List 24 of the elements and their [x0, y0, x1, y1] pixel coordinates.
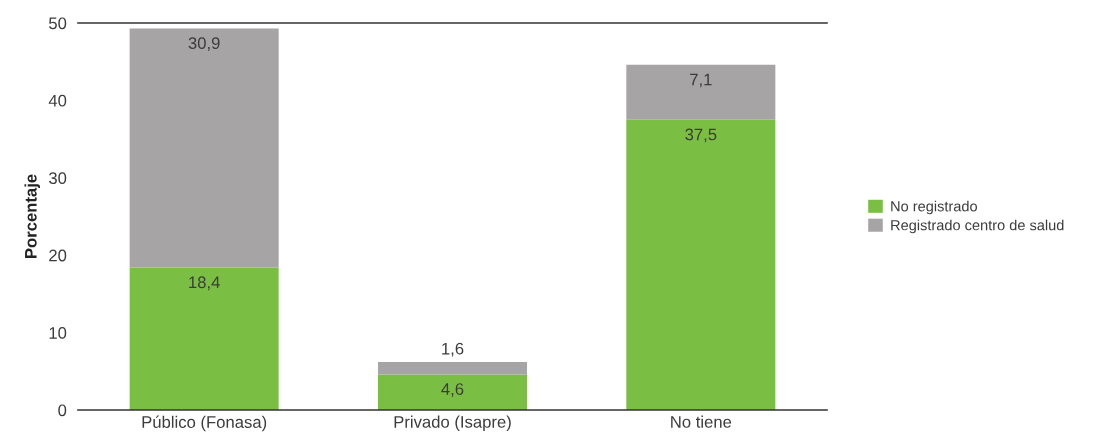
legend-label: No registrado [891, 200, 977, 215]
legend-label: Registrado centro de salud [891, 219, 1064, 234]
data-label: 37,5 [685, 128, 717, 143]
data-label: 4,6 [441, 383, 464, 397]
data-label: 18,4 [189, 276, 220, 291]
bar [129, 267, 279, 410]
x-tick-label: No tiene [671, 415, 732, 428]
bar [378, 374, 527, 410]
bar [129, 28, 279, 268]
data-label: 7,1 [690, 73, 712, 88]
y-tick-label: 50 [49, 17, 67, 30]
data-label: 30,9 [188, 37, 220, 51]
x-tick-label: Privado (Isapre) [394, 415, 511, 432]
bar [378, 362, 527, 375]
x-tick-label: Público (Fonasa) [142, 415, 267, 432]
y-tick-label: 30 [48, 172, 67, 184]
y-tick-label: 40 [48, 94, 67, 107]
y-axis-title: Porcentaje [24, 174, 41, 258]
bar [626, 64, 776, 120]
y-tick-label: 10 [49, 327, 67, 339]
y-tick-label: 20 [49, 249, 67, 262]
data-label: 1,6 [442, 342, 464, 357]
bar [626, 119, 776, 410]
y-tick-label: 0 [58, 404, 67, 417]
